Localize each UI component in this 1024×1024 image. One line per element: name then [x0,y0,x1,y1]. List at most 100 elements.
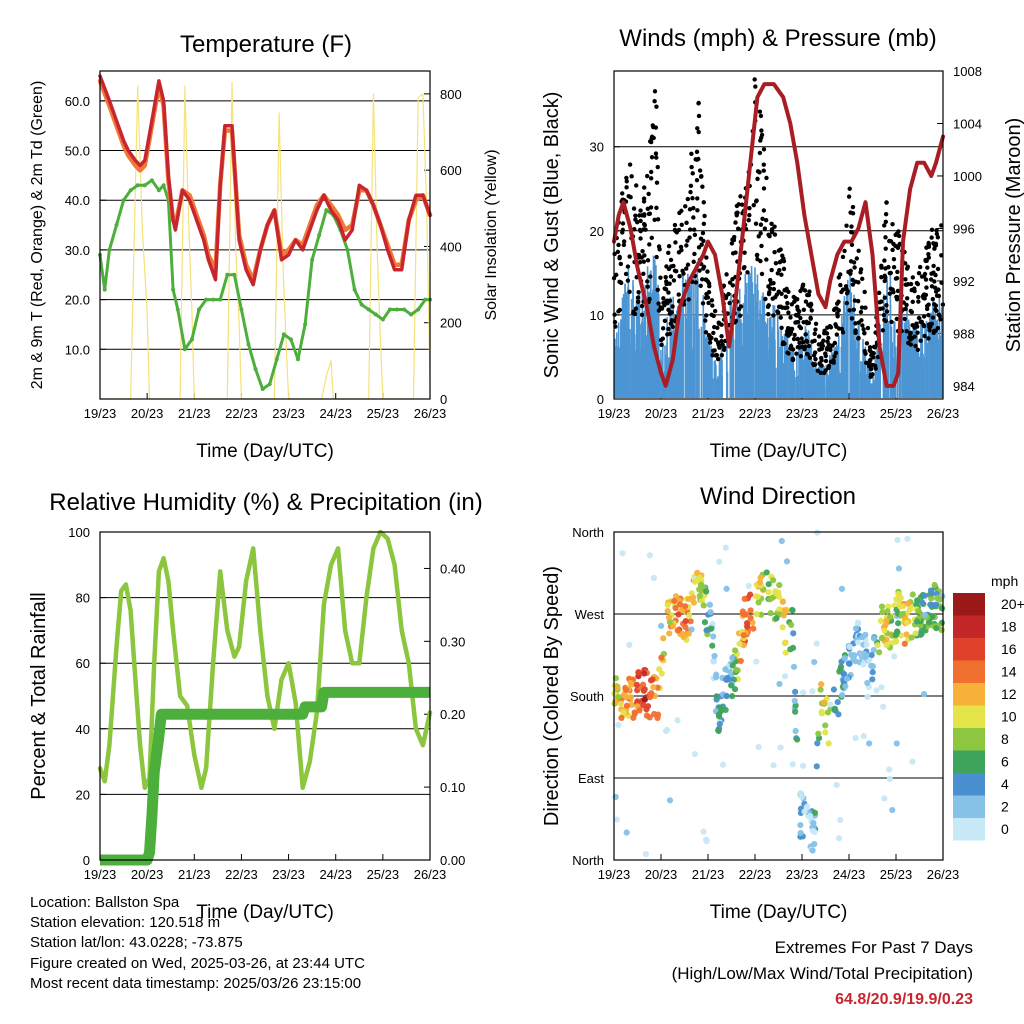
wind-gust-point [672,222,678,228]
wind-gust-point [736,306,742,312]
wind-gust-point [655,217,661,222]
wind-gust-point [759,132,765,138]
wind-gust-point [766,284,771,289]
wind-gust-point [882,295,888,300]
wind-gust-point [761,208,767,213]
x-tick-label: 19/23 [84,406,117,421]
wind-gust-point [822,328,827,334]
wind-gust-point [775,310,781,315]
extremes-title: Extremes For Past 7 Days [774,938,973,957]
wind-gust-point [701,200,706,205]
y-tick-label: 20.0 [65,293,90,308]
wind-gust-point [636,290,641,295]
wind-direction-point [776,606,783,613]
wind-gust-point [759,128,764,133]
wind-direction-point [928,590,935,597]
dewpoint-line-point [114,223,119,228]
wind-gust-point [701,266,706,271]
wind-direction-point [708,625,715,632]
wind-direction-point [827,701,834,708]
wind-direction-point [660,635,667,642]
wind-direction-point [904,600,912,607]
wind-gust-point [777,259,783,265]
wind-gust-point [710,352,715,358]
wind-gust-point [921,323,927,329]
wind-gust-point [730,283,736,288]
wind-gust-point [879,275,884,280]
wind-gust-point [838,282,843,288]
wind-direction-point [804,803,811,810]
wind-gust-point [847,186,852,191]
x-tick-label: 19/23 [84,867,117,882]
wind-gust-point [890,247,895,253]
wind-gust-point [866,363,872,369]
chart-title: Wind Direction [700,483,856,510]
wind-gust-point [624,179,629,184]
wind-gust-point [852,298,858,303]
wind-direction-point [815,730,822,737]
y-tick-label: 30 [590,140,604,155]
wind-direction-point [765,581,772,588]
wind-direction-point [626,641,633,648]
wind-direction-point [878,603,886,610]
wind-direction-point [710,658,717,665]
x-axis-label: Time (Day/UTC) [710,902,848,923]
wind-gust-point [895,269,900,275]
wind-direction-point [860,650,867,658]
wind-gust-point [638,236,643,241]
wind-gust-point [860,323,865,328]
wind-gust-point [627,289,632,295]
wind-gust-point [634,183,639,188]
wind-gust-point [926,252,931,257]
y2-axis-label: Station Pressure (Maroon) [1003,118,1024,353]
wind-direction-point [792,708,799,715]
wind-direction-point [800,689,807,696]
wind-direction-point [747,614,754,622]
x-tick-label: 24/23 [319,406,352,421]
wind-direction-point [933,601,940,608]
colorbar-swatch [953,660,985,683]
wind-gust-point [684,243,689,248]
dewpoint-line-point [310,257,315,262]
wind-gust-point [849,224,854,229]
wind-direction-point [811,658,818,666]
wind-gust-point [882,278,887,284]
wind-gust-point [699,277,705,282]
wind-gust-point [678,244,684,250]
total-rainfall-line [100,686,430,866]
wind-gust-point [654,180,660,185]
wind-direction-point [628,701,635,709]
wind-gust-point [786,351,791,356]
y2-tick-label: 400 [440,239,462,254]
wind-direction-point [893,740,900,747]
wind-gust-point [738,194,743,199]
wind-gust-point [891,264,897,270]
wind-direction-point [855,639,862,646]
wind-direction-point [769,594,776,602]
wind-direction-point [682,624,689,631]
wind-gust-point [792,332,797,338]
wind-gust-point [902,316,907,322]
wind-gust-point [755,176,760,182]
dewpoint-line-point [218,297,223,302]
wind-gust-point [933,289,939,294]
wind-direction-point [906,606,913,613]
wind-gust-point [891,290,896,295]
wind-gust-point [761,162,767,167]
wind-gust-point [931,263,936,269]
y2-tick-label: 0.00 [440,853,465,868]
wind-gust-point [690,196,695,201]
wind-gust-point [699,174,704,179]
wind-gust-point [806,292,812,298]
wind-direction-point [674,627,681,634]
wind-gust-point [788,346,793,351]
wind-gust-point [883,246,888,251]
wind-gust-point [828,347,833,353]
wind-gust-point [730,276,735,282]
wind-gust-point [807,355,813,361]
wind-gust-point [689,151,694,157]
wind-gust-point [854,256,860,261]
wind-direction-point [797,821,804,829]
wind-direction-point [700,602,707,609]
wind-gust-point [921,314,927,319]
